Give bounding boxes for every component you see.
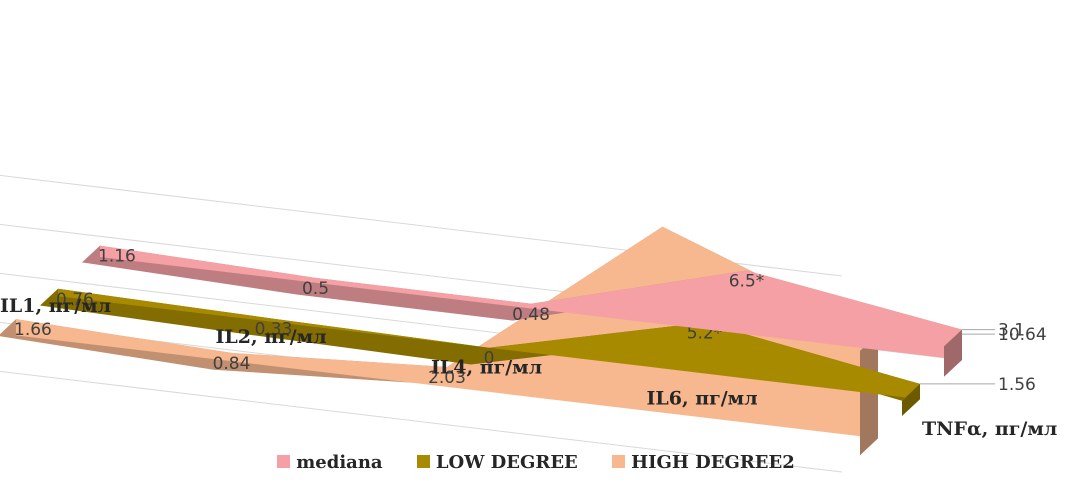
legend: mediana LOW DEGREE HIGH DEGREE2 (0, 452, 1072, 473)
series-low-degree (40, 288, 920, 416)
legend-label-high-degree: HIGH DEGREE2 (631, 452, 795, 473)
legend-item-low-degree: LOW DEGREE (416, 452, 578, 473)
area-front-face (100, 245, 962, 360)
legend-item-high-degree: HIGH DEGREE2 (612, 452, 795, 473)
area-front-face (58, 288, 920, 400)
data-label: 6.5* (729, 272, 765, 292)
legend-swatch-low-degree (416, 454, 430, 468)
legend-label-mediana: mediana (296, 452, 383, 473)
x-category-label: IL1, пг/мл (0, 295, 111, 317)
area-end-cap (902, 383, 920, 416)
data-label: 0.48 (512, 305, 550, 325)
data-label: 3.1 (998, 321, 1025, 341)
series-high-degree2 (0, 226, 878, 456)
area-end-cap (944, 329, 962, 377)
data-label: 1.56 (998, 375, 1036, 395)
data-label: 0.5 (302, 279, 329, 299)
x-category-label: TNFα, пг/мл (922, 418, 1057, 440)
x-category-label: IL4, пг/мл (431, 357, 542, 379)
legend-label-low-degree: LOW DEGREE (435, 452, 578, 473)
data-label: 1.16 (98, 247, 136, 267)
x-category-label: IL2, пг/мл (216, 326, 327, 348)
legend-item-mediana: mediana (277, 452, 383, 473)
area-end-cap (860, 334, 878, 456)
x-category-label: IL6, пг/мл (647, 387, 758, 409)
legend-swatch-high-degree (612, 454, 626, 468)
data-label: 0 (484, 349, 495, 369)
series-mediana (82, 245, 962, 377)
data-label: 0.84 (213, 354, 251, 374)
data-label: 0.33 (255, 320, 293, 340)
data-label: 10.64 (998, 325, 1047, 345)
area-front-face (16, 226, 878, 439)
gridline (0, 370, 843, 473)
data-label: 2.03 (428, 368, 466, 388)
data-label: 1.66 (14, 320, 52, 340)
legend-swatch-mediana (277, 454, 291, 468)
data-label: 0.76 (56, 290, 94, 310)
